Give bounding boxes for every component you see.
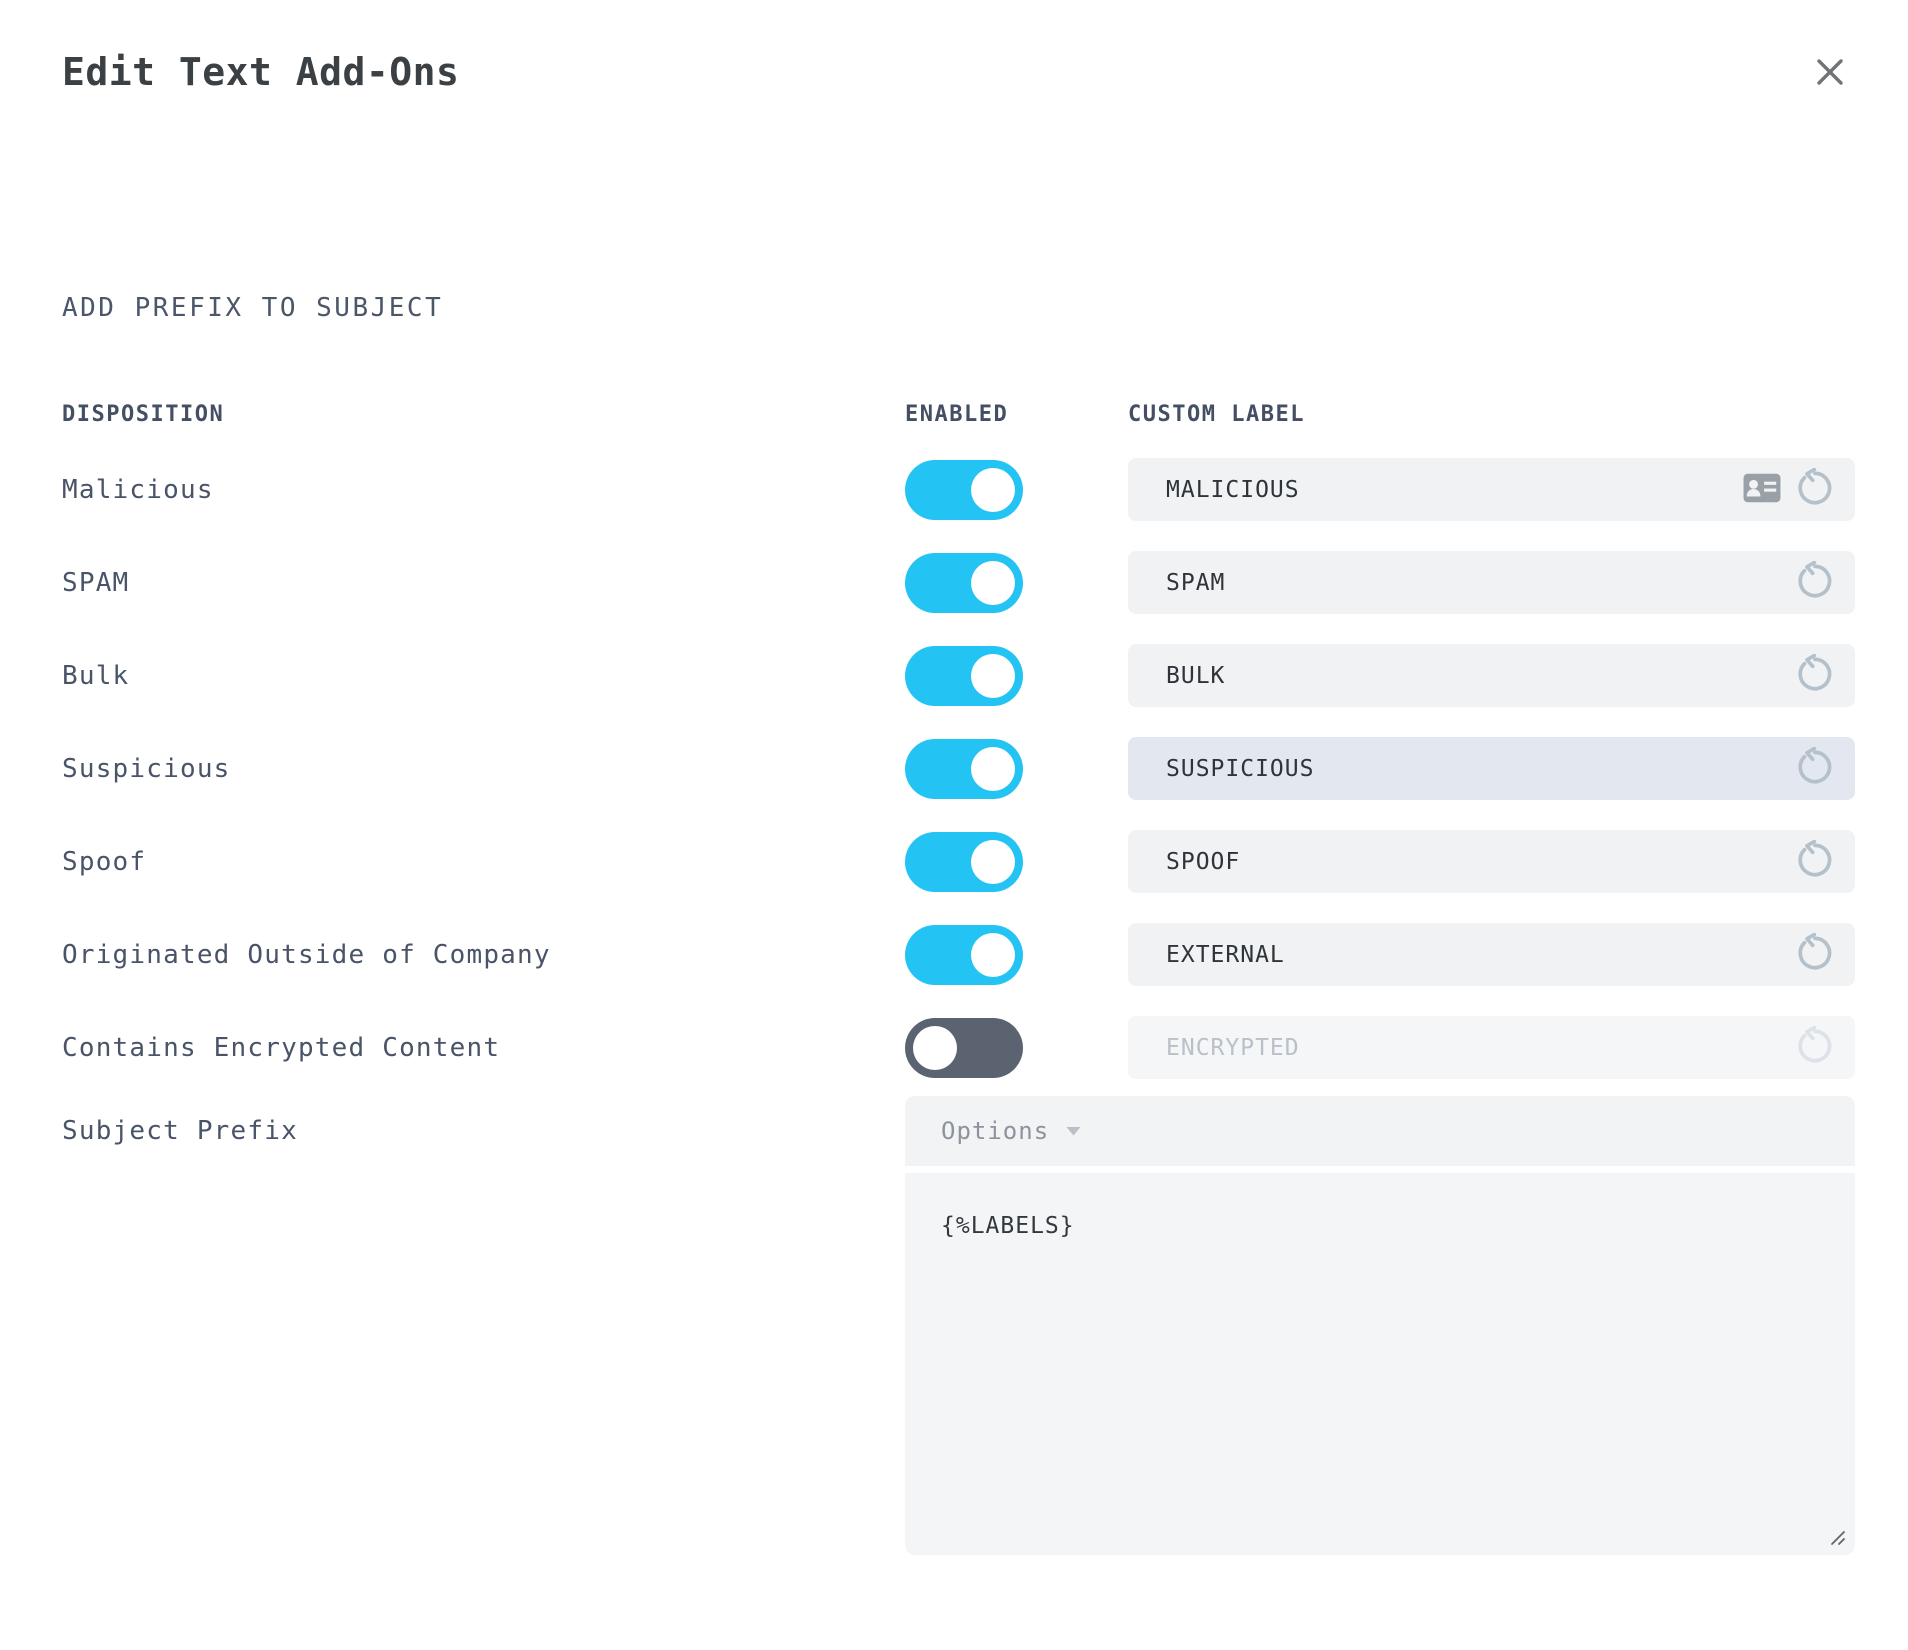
reset-icon (1795, 1025, 1835, 1070)
custom-label-field-spoof[interactable]: SPOOF (1128, 830, 1855, 893)
options-dropdown[interactable]: Options (905, 1096, 1855, 1166)
table-row: Spoof SPOOF (62, 830, 1855, 893)
subject-prefix-textarea-wrap: {%LABELS} (905, 1173, 1855, 1555)
table-row: Malicious MALICIOUS (62, 458, 1855, 521)
disposition-label: Malicious (62, 474, 214, 505)
custom-label-field-encrypted: ENCRYPTED (1128, 1016, 1855, 1079)
section-heading: ADD PREFIX TO SUBJECT (62, 293, 444, 323)
toggle-knob (971, 560, 1015, 605)
custom-label-field-spam[interactable]: SPAM (1128, 551, 1855, 614)
subject-prefix-textarea[interactable]: {%LABELS} (905, 1173, 1855, 1555)
custom-label-value: ENCRYPTED (1166, 1034, 1300, 1061)
close-button[interactable] (1808, 50, 1852, 94)
toggle-knob (913, 1025, 957, 1070)
enabled-toggle-bulk[interactable] (905, 645, 1023, 706)
disposition-label: Originated Outside of Company (62, 939, 551, 970)
custom-label-value: SPAM (1166, 569, 1226, 596)
toggle-knob (971, 746, 1015, 791)
column-header-enabled: ENABLED (905, 402, 1009, 427)
subject-prefix-editor: Options {%LABELS} (905, 1096, 1855, 1555)
enabled-toggle-spam[interactable] (905, 552, 1023, 613)
custom-label-value: SUSPICIOUS (1166, 755, 1315, 782)
subject-prefix-label: Subject Prefix (62, 1116, 298, 1146)
custom-label-value: EXTERNAL (1166, 941, 1285, 968)
toggle-knob (971, 653, 1015, 698)
custom-label-value: BULK (1166, 662, 1226, 689)
toggle-knob (971, 467, 1015, 512)
custom-label-field-bulk[interactable]: BULK (1128, 644, 1855, 707)
table-header-row: DISPOSITION ENABLED CUSTOM LABEL (62, 401, 1855, 428)
modal-header: Edit Text Add-Ons (0, 0, 1908, 98)
disposition-label: SPAM (62, 567, 130, 598)
custom-label-field-suspicious[interactable]: SUSPICIOUS (1128, 737, 1855, 800)
table-row: Suspicious SUSPICIOUS (62, 737, 1855, 800)
enabled-toggle-suspicious[interactable] (905, 738, 1023, 799)
reset-icon[interactable] (1795, 467, 1835, 512)
reset-icon[interactable] (1795, 560, 1835, 605)
enabled-toggle-malicious[interactable] (905, 459, 1023, 520)
subject-prefix-row: Subject Prefix Options {%LABELS} (62, 1096, 1855, 1555)
enabled-toggle-external[interactable] (905, 924, 1023, 985)
reset-icon[interactable] (1795, 839, 1835, 884)
table-row: Contains Encrypted Content ENCRYPTED (62, 1016, 1855, 1079)
disposition-label: Spoof (62, 846, 147, 877)
custom-label-field-external[interactable]: EXTERNAL (1128, 923, 1855, 986)
table-row: Bulk BULK (62, 644, 1855, 707)
reset-icon[interactable] (1795, 653, 1835, 698)
disposition-label: Bulk (62, 660, 130, 691)
table-row: Originated Outside of Company EXTERNAL (62, 923, 1855, 986)
reset-icon[interactable] (1795, 746, 1835, 791)
custom-label-value: MALICIOUS (1166, 476, 1300, 503)
contact-card-icon[interactable] (1743, 473, 1781, 507)
custom-label-field-malicious[interactable]: MALICIOUS (1128, 458, 1855, 521)
table-row: SPAM SPAM (62, 551, 1855, 614)
enabled-toggle-encrypted[interactable] (905, 1017, 1023, 1078)
options-dropdown-label: Options (941, 1117, 1050, 1145)
toggle-knob (971, 839, 1015, 884)
custom-label-value: SPOOF (1166, 848, 1241, 875)
chevron-down-icon (1065, 1125, 1082, 1137)
close-icon (1815, 57, 1845, 87)
enabled-toggle-spoof[interactable] (905, 831, 1023, 892)
prefix-table: DISPOSITION ENABLED CUSTOM LABEL Malicio… (62, 401, 1855, 1555)
resize-handle[interactable] (1827, 1527, 1847, 1547)
disposition-label: Suspicious (62, 753, 231, 784)
column-header-custom-label: CUSTOM LABEL (1128, 402, 1305, 427)
page-title: Edit Text Add-Ons (62, 50, 460, 94)
toggle-knob (971, 932, 1015, 977)
table-rows: Malicious MALICIOUS (62, 458, 1855, 1555)
column-header-disposition: DISPOSITION (62, 402, 225, 427)
disposition-label: Contains Encrypted Content (62, 1032, 501, 1063)
reset-icon[interactable] (1795, 932, 1835, 977)
